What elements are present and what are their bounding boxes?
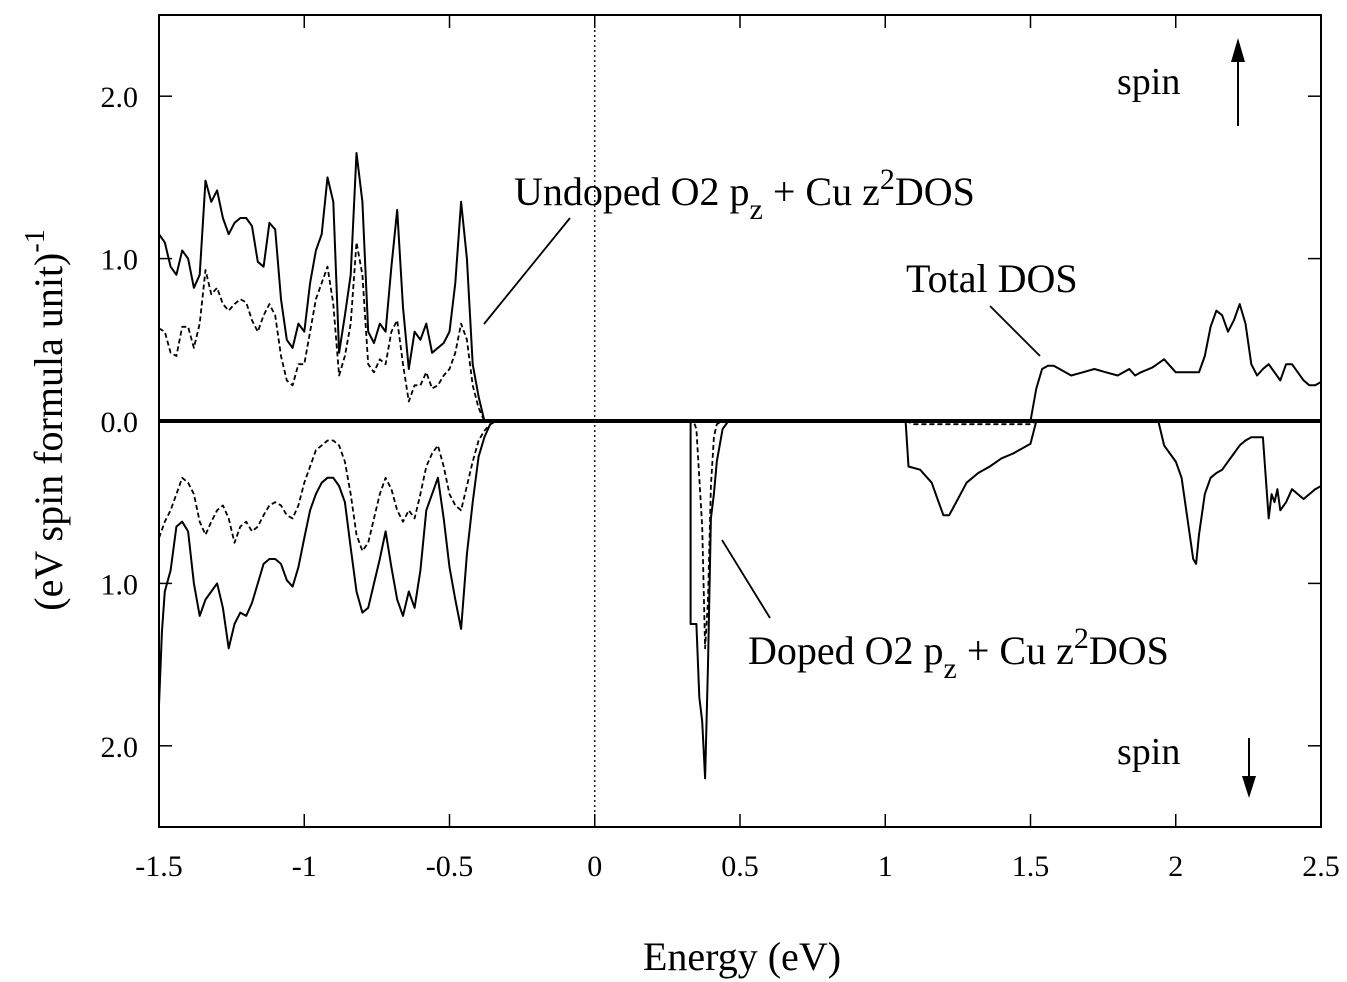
annotation-undoped-pointer xyxy=(483,217,571,325)
x-tick-label: -1.5 xyxy=(135,850,183,883)
y-tick-label: 0.0 xyxy=(101,406,139,439)
annotation-undoped-label: Undoped O2 pz + Cu z2DOS xyxy=(514,163,975,226)
spin-up-indicator: spin xyxy=(1117,38,1245,126)
annotation-doped-label: Doped O2 pz + Cu z2DOS xyxy=(748,622,1169,685)
x-tick-label: 1.5 xyxy=(1012,850,1050,883)
annot-undoped-prefix: Undoped O2 p xyxy=(514,169,750,214)
annot-doped-sup: 2 xyxy=(1074,622,1089,655)
annotation-undoped: Undoped O2 pz + Cu z2DOS xyxy=(483,163,975,325)
y-tick-label: 1.0 xyxy=(101,568,139,601)
series-line-3 xyxy=(158,420,1321,650)
y-axis-title: (eV spin formula unit)-1 xyxy=(20,229,71,610)
axis-ticks: -1.5 -1 -0.5 0 0.5 1 1.5 2 2.5 2.0 1.0 0.0 1.0 2.0 xyxy=(101,15,1340,883)
x-tick-label: 1 xyxy=(878,850,893,883)
y-tick-label: 2.0 xyxy=(101,81,139,114)
spin-up-label: spin xyxy=(1117,61,1180,103)
plot-frame xyxy=(158,14,1322,828)
chart-marks xyxy=(158,15,1322,827)
spin-down-indicator: spin xyxy=(1117,731,1256,798)
annot-undoped-mid: + Cu z xyxy=(763,169,880,214)
annotation-doped-pointer xyxy=(721,539,771,619)
annot-doped-sub: z xyxy=(944,652,957,685)
annot-doped-prefix: Doped O2 p xyxy=(748,628,944,673)
x-tick-label: 2.5 xyxy=(1302,850,1340,883)
x-tick-label: 2 xyxy=(1168,850,1183,883)
spin-down-arrowhead-icon xyxy=(1242,776,1256,798)
annot-undoped-suffix: DOS xyxy=(895,169,975,214)
annot-undoped-sup: 2 xyxy=(880,163,895,196)
annotation-total: Total DOS xyxy=(906,256,1078,357)
series-line-0 xyxy=(158,152,1322,422)
annotation-doped: Doped O2 pz + Cu z2DOS xyxy=(721,539,1169,685)
x-tick-label: 0 xyxy=(587,850,602,883)
y-axis-title-sup: -1 xyxy=(20,229,51,252)
series-line-2 xyxy=(158,420,1322,780)
annotation-total-pointer xyxy=(989,305,1041,357)
annotation-total-label: Total DOS xyxy=(906,256,1078,301)
y-tick-label: 1.0 xyxy=(101,244,139,277)
series-line-1 xyxy=(158,241,1321,422)
spin-up-arrowhead-icon xyxy=(1231,38,1245,62)
x-tick-label: -0.5 xyxy=(426,850,474,883)
annot-doped-mid: + Cu z xyxy=(957,628,1074,673)
spin-down-label: spin xyxy=(1117,731,1180,773)
x-tick-label: -1 xyxy=(292,850,317,883)
annot-undoped-sub: z xyxy=(750,193,763,226)
annot-doped-suffix: DOS xyxy=(1089,628,1169,673)
y-axis-title-main: (eV spin formula unit) xyxy=(26,253,71,611)
x-axis-title: Energy (eV) xyxy=(643,934,841,979)
x-tick-label: 0.5 xyxy=(721,850,759,883)
y-tick-label: 2.0 xyxy=(101,731,139,764)
